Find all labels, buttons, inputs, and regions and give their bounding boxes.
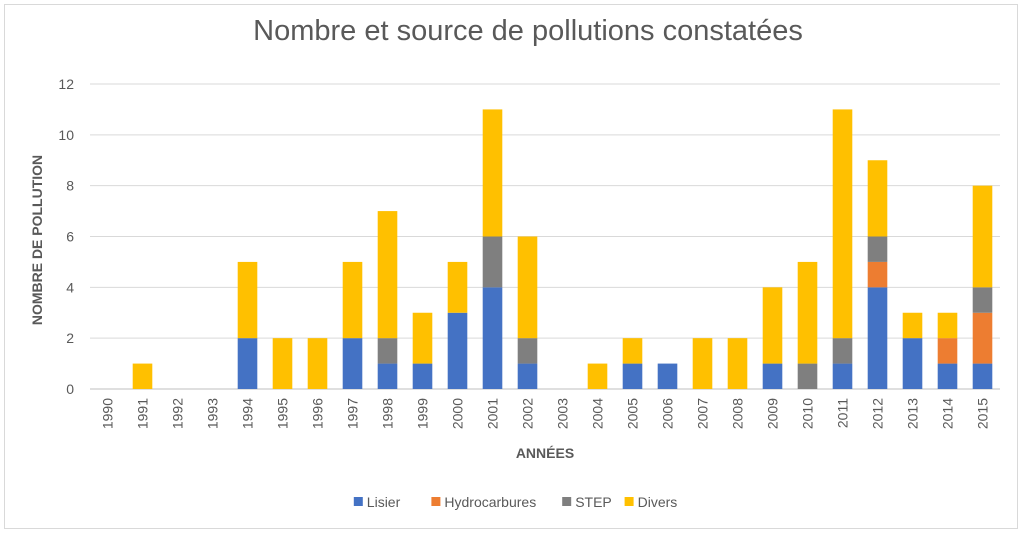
bar-segment-divers <box>307 338 328 389</box>
legend-swatch <box>431 497 441 506</box>
legend-swatch <box>562 497 572 506</box>
bar-segment-lisier <box>342 338 363 389</box>
bar-segment-lisier <box>622 363 643 389</box>
y-tick-label: 6 <box>66 229 74 245</box>
x-tick-label: 2008 <box>730 398 746 429</box>
bar-segment-lisier <box>832 363 853 389</box>
bar-segment-divers <box>867 160 888 237</box>
bar-segment-lisier <box>937 363 958 389</box>
bar-segment-step <box>517 338 538 364</box>
x-tick-label: 2004 <box>590 398 606 429</box>
x-tick-label: 2002 <box>520 398 536 429</box>
bar-segment-divers <box>377 211 398 339</box>
bar-segment-step <box>972 287 993 313</box>
bar-segment-step <box>797 363 818 389</box>
bar-segment-divers <box>797 261 818 364</box>
x-tick-label: 2006 <box>660 398 676 429</box>
legend-swatch <box>624 497 634 506</box>
x-tick-labels: 1990 1991 1992 1993 1994 1995 1996 1997 1998 1999… <box>100 398 991 429</box>
y-tick-label: 8 <box>66 178 74 194</box>
bar-segment-step <box>832 338 853 364</box>
x-tick-label: 2013 <box>905 398 921 429</box>
bar-segment-divers <box>517 236 538 339</box>
legend-label: Hydrocarbures <box>444 494 536 510</box>
legend-swatch <box>353 497 363 506</box>
x-tick-label: 2009 <box>765 398 781 429</box>
bar-segment-divers <box>342 261 363 339</box>
x-tick-label: 2007 <box>695 398 711 429</box>
x-tick-label: 2012 <box>870 398 886 429</box>
bar-segment-divers <box>237 261 258 339</box>
x-tick-label: 1995 <box>275 398 291 429</box>
chart-title: Nombre et source de pollutions constatée… <box>253 15 803 47</box>
legend-label: STEP <box>575 494 612 510</box>
x-tick-label: 1999 <box>415 398 431 429</box>
x-tick-label: 1990 <box>100 398 116 429</box>
x-tick-label: 2011 <box>835 398 851 428</box>
bar-segment-lisier <box>867 287 888 389</box>
x-tick-label: 1993 <box>205 398 221 429</box>
bar-segment-step <box>482 236 503 288</box>
bar-segment-lisier <box>657 363 678 389</box>
x-tick-label: 2015 <box>975 398 991 429</box>
legend-label: Lisier <box>367 494 401 510</box>
bar-segment-lisier <box>237 338 258 389</box>
bar-segment-lisier <box>377 363 398 389</box>
x-tick-label: 2000 <box>450 398 466 429</box>
bar-segment-divers <box>937 312 958 339</box>
bar-segment-lisier <box>902 338 923 389</box>
bar-segment-divers <box>762 287 783 364</box>
bar-segment-step <box>377 338 398 364</box>
bar-segment-divers <box>622 338 643 364</box>
bar-segment-lisier <box>447 312 468 389</box>
bar-segment-hydrocarbures <box>937 338 958 364</box>
bar-segment-divers <box>412 312 433 364</box>
x-tick-label: 2010 <box>800 398 816 429</box>
bar-segment-divers <box>692 338 713 389</box>
bar-segment-divers <box>587 363 608 389</box>
x-tick-label: 1998 <box>380 398 396 429</box>
y-tick-label: 12 <box>58 76 74 92</box>
bar-segment-divers <box>727 338 748 389</box>
x-axis-title: ANNÉES <box>516 445 574 461</box>
legend: Lisier Hydrocarbures STEP Divers <box>353 494 678 510</box>
y-tick-label: 2 <box>66 330 74 346</box>
x-tick-label: 2001 <box>485 398 501 429</box>
bar-segment-divers <box>902 312 923 339</box>
bar-segment-divers <box>482 109 503 237</box>
bar-segment-divers <box>272 338 293 389</box>
x-tick-label: 1997 <box>345 398 361 429</box>
y-tick-label: 10 <box>58 127 74 143</box>
bar-segment-divers <box>972 185 993 288</box>
bar-segment-hydrocarbures <box>867 261 888 288</box>
bar-segment-step <box>867 236 888 262</box>
bar-segment-lisier <box>972 363 993 389</box>
bar-segment-hydrocarbures <box>972 312 993 364</box>
x-tick-label: 1992 <box>170 398 186 429</box>
bar-segment-lisier <box>517 363 538 389</box>
y-tick-labels: 0 2 4 6 8 10 12 <box>58 76 74 397</box>
bar-segment-divers <box>132 363 153 389</box>
x-tick-label: 1991 <box>135 398 151 429</box>
legend-label: Divers <box>638 494 678 510</box>
bar-segment-lisier <box>762 363 783 389</box>
x-tick-label: 2014 <box>940 398 956 429</box>
grid-lines <box>90 83 1000 390</box>
y-tick-label: 0 <box>66 381 74 397</box>
bar-segment-divers <box>447 261 468 313</box>
x-tick-label: 1996 <box>310 398 326 429</box>
y-tick-label: 4 <box>66 279 74 295</box>
bar-segment-lisier <box>482 287 503 389</box>
x-tick-label: 1994 <box>240 398 256 429</box>
bar-segment-lisier <box>412 363 433 389</box>
bar-segment-divers <box>832 109 853 339</box>
x-tick-label: 2005 <box>625 398 641 429</box>
bars <box>132 109 993 389</box>
y-axis-title: NOMBRE DE POLLUTION <box>29 155 45 325</box>
x-tick-label: 2003 <box>555 398 571 429</box>
